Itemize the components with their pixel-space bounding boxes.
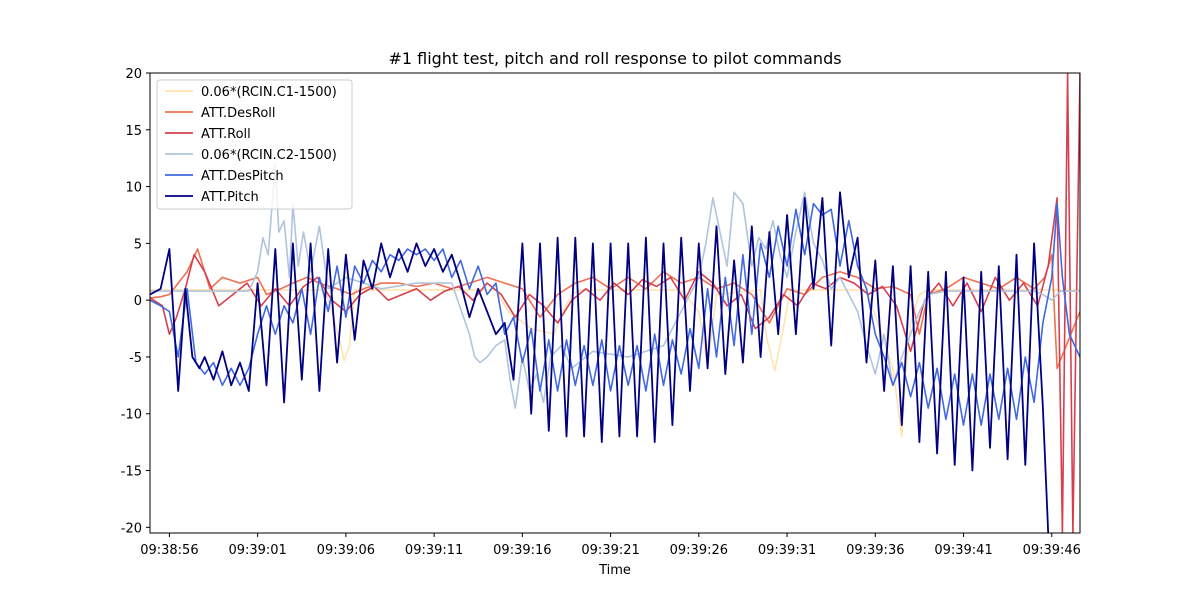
y-tick-label: -10 <box>121 408 142 423</box>
y-tick-label: 0 <box>134 294 142 309</box>
y-tick-label: -5 <box>129 351 142 366</box>
y-tick-label: 5 <box>134 237 142 252</box>
legend-label: ATT.DesRoll <box>201 106 276 121</box>
chart-title: #1 flight test, pitch and roll response … <box>388 49 841 68</box>
legend-label: ATT.Roll <box>201 127 251 142</box>
series-line-2 <box>150 73 1080 533</box>
legend-label: 0.06*(RCIN.C1-1500) <box>201 85 337 100</box>
x-tick-label: 09:39:21 <box>581 543 639 558</box>
x-tick-label: 09:39:31 <box>758 543 816 558</box>
series-line-5 <box>150 191 1050 533</box>
legend-label: ATT.DesPitch <box>201 169 284 184</box>
x-tick-label: 09:39:16 <box>493 543 551 558</box>
x-tick-label: 09:38:56 <box>140 543 198 558</box>
y-axis: -20 -15 -10 -5 0 5 10 15 20 <box>121 67 150 536</box>
x-tick-label: 09:39:11 <box>405 543 463 558</box>
x-axis: 09:38:56 09:39:01 09:39:06 09:39:11 09:39:16… <box>140 533 1081 558</box>
series-line-4 <box>150 202 1080 426</box>
x-tick-label: 09:39:06 <box>317 543 375 558</box>
legend: 0.06*(RCIN.C1-1500) ATT.DesRoll ATT.Roll 0.… <box>156 79 353 210</box>
x-tick-label: 09:39:26 <box>670 543 728 558</box>
y-tick-label: 20 <box>125 67 142 82</box>
y-tick-label: 15 <box>125 124 142 139</box>
series-line-0 <box>150 289 1080 438</box>
x-tick-label: 09:39:01 <box>228 543 286 558</box>
legend-box <box>156 79 353 210</box>
x-tick-label: 09:39:36 <box>846 543 904 558</box>
plot-frame <box>149 72 1081 534</box>
y-tick-label: -15 <box>121 465 142 480</box>
y-tick-label: 10 <box>125 181 142 196</box>
legend-label: ATT.Pitch <box>201 190 259 205</box>
series-layer <box>150 73 1080 533</box>
legend-label: 0.06*(RCIN.C2-1500) <box>201 148 337 163</box>
x-tick-label: 09:39:46 <box>1023 543 1081 558</box>
x-tick-label: 09:39:41 <box>934 543 992 558</box>
x-axis-title: Time <box>598 563 631 578</box>
y-tick-label: -20 <box>121 521 142 536</box>
